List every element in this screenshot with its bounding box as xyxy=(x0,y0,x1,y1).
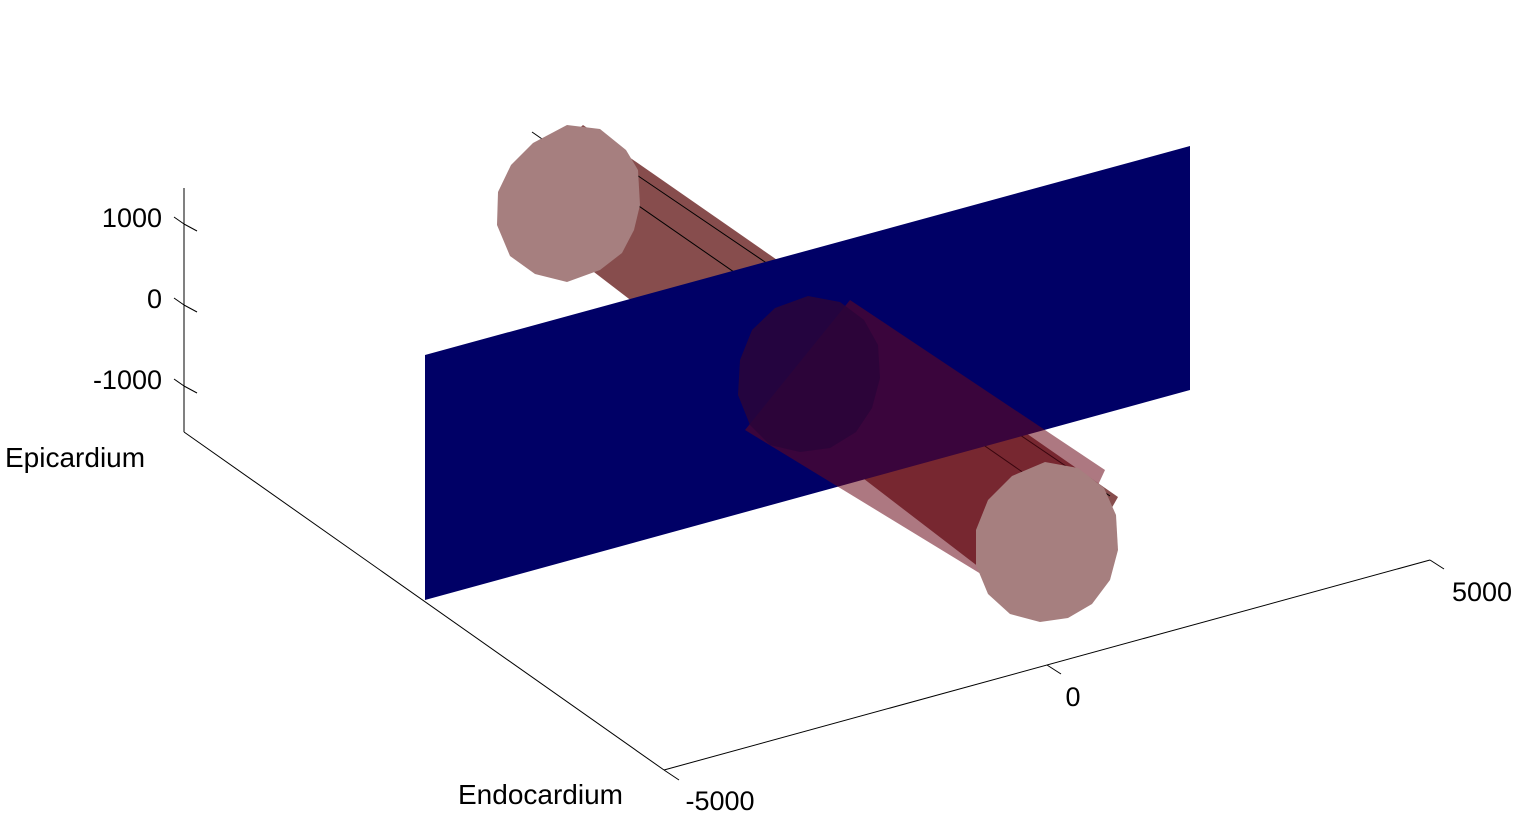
z-tick-mark xyxy=(183,223,198,232)
x-tick-mark xyxy=(663,769,680,781)
z-tick-mark xyxy=(183,304,198,313)
z-tick-mark xyxy=(173,378,185,387)
y-axis-label: Endocardium xyxy=(458,779,623,810)
x-tick-label: -5000 xyxy=(685,786,754,816)
cylinder-cross-section xyxy=(738,296,880,452)
x-tick-label: 0 xyxy=(1065,682,1080,712)
x-tick-label: 5000 xyxy=(1452,577,1512,607)
x-tick-mark xyxy=(1429,559,1445,570)
z-tick-mark xyxy=(173,297,185,306)
z-tick-label: -1000 xyxy=(93,365,162,395)
cylinder-cap-back xyxy=(497,125,640,282)
z-tick-label: 1000 xyxy=(102,203,162,233)
z-tick-label: 0 xyxy=(147,284,162,314)
z-axis-label: Epicardium xyxy=(5,442,145,473)
y-axis-line xyxy=(183,431,665,771)
z-tick-mark xyxy=(173,216,185,225)
x-tick-mark xyxy=(1046,664,1062,675)
z-tick-mark xyxy=(183,385,198,394)
cylinder-cap-front xyxy=(976,462,1118,622)
